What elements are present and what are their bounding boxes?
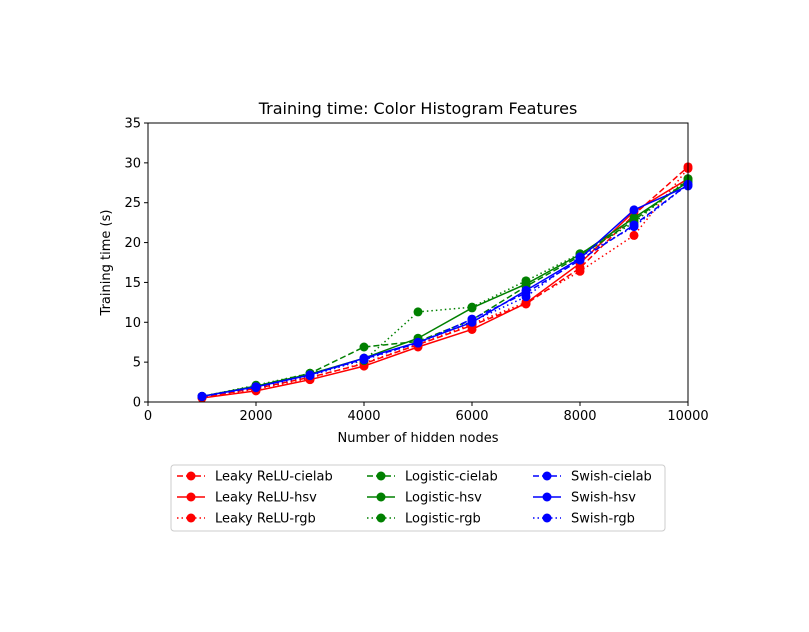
data-point [629,230,639,240]
x-tick-label: 10000 [667,409,708,424]
y-tick-label: 5 [133,356,141,371]
legend-label: Logistic-rgb [405,512,481,527]
series-6 [197,179,693,401]
legend-label: Logistic-hsv [405,491,482,506]
legend-item: Swish-hsv [533,491,636,506]
series-8 [197,179,693,401]
legend-marker [376,513,386,523]
legend-marker [376,471,386,481]
y-axis: 0 5 10 15 20 25 30 35 [124,117,148,411]
data-point [359,355,369,365]
legend-label: Leaky ReLU-cielab [215,470,333,485]
legend-marker [186,492,196,502]
series-line [201,181,689,398]
data-point [629,222,639,232]
y-tick-label: 0 [133,396,141,411]
data-point [521,276,531,286]
data-point [359,342,369,352]
y-tick-label: 35 [124,117,141,132]
legend-label: Swish-rgb [571,512,635,527]
data-point [305,371,315,381]
y-tick-label: 15 [124,276,141,291]
data-point [521,285,531,295]
data-point [413,338,423,348]
legend-item: Leaky ReLU-rgb [177,512,316,527]
x-tick-label: 4000 [347,409,380,424]
legend-item: Logistic-rgb [367,512,481,527]
plot-area [197,162,693,403]
data-point [575,252,585,262]
legend-label: Swish-cielab [571,470,652,485]
data-point [467,316,477,326]
series-4 [197,177,693,401]
legend-label: Logistic-cielab [405,470,498,485]
series-line [201,183,689,398]
legend-item: Swish-cielab [533,470,652,485]
series-line [201,178,689,399]
series-line [201,167,689,398]
data-point [575,266,585,276]
legend-marker [376,492,386,502]
x-tick-label: 2000 [239,409,272,424]
series-line [201,179,689,398]
legend-marker [186,471,196,481]
y-tick-label: 10 [124,316,141,331]
legend-label: Leaky ReLU-hsv [215,491,317,506]
data-point [413,307,423,317]
legend-frame [170,464,666,532]
series-line [201,183,689,398]
legend-label: Swish-hsv [571,491,636,506]
legend-item: Logistic-hsv [367,491,482,506]
series-line [201,166,689,398]
series-1 [197,174,693,403]
legend-marker [542,492,552,502]
series-7 [197,181,693,401]
series-line [201,185,689,398]
x-tick-label: 0 [144,409,152,424]
chart-title: Training time: Color Histogram Features [258,99,578,118]
plot-frame [147,122,689,403]
data-point [251,383,261,393]
data-point [467,302,477,312]
legend: Leaky ReLU-cielab Leaky ReLU-hsv Leaky ReL… [170,464,666,532]
y-axis-label: Training time (s) [99,210,114,317]
series-5 [197,174,693,401]
y-tick-label: 25 [124,196,141,211]
data-point [197,391,207,401]
legend-marker [542,513,552,523]
legend-marker [542,471,552,481]
y-tick-label: 30 [124,156,141,171]
x-tick-label: 8000 [563,409,596,424]
legend-item: Logistic-cielab [367,470,498,485]
legend-label: Leaky ReLU-rgb [215,512,316,527]
legend-item: Leaky ReLU-hsv [177,491,317,506]
series-0 [197,162,693,402]
series-2 [197,163,693,402]
x-axis: 0 2000 4000 6000 8000 10000 [144,402,709,424]
series-line [201,178,689,398]
data-point [521,292,531,302]
legend-item: Swish-rgb [533,512,635,527]
x-axis-label: Number of hidden nodes [338,431,499,446]
y-tick-label: 20 [124,236,141,251]
legend-marker [186,513,196,523]
x-tick-label: 6000 [455,409,488,424]
legend-item: Leaky ReLU-cielab [177,470,333,485]
series-3 [197,175,693,401]
data-point [629,205,639,215]
